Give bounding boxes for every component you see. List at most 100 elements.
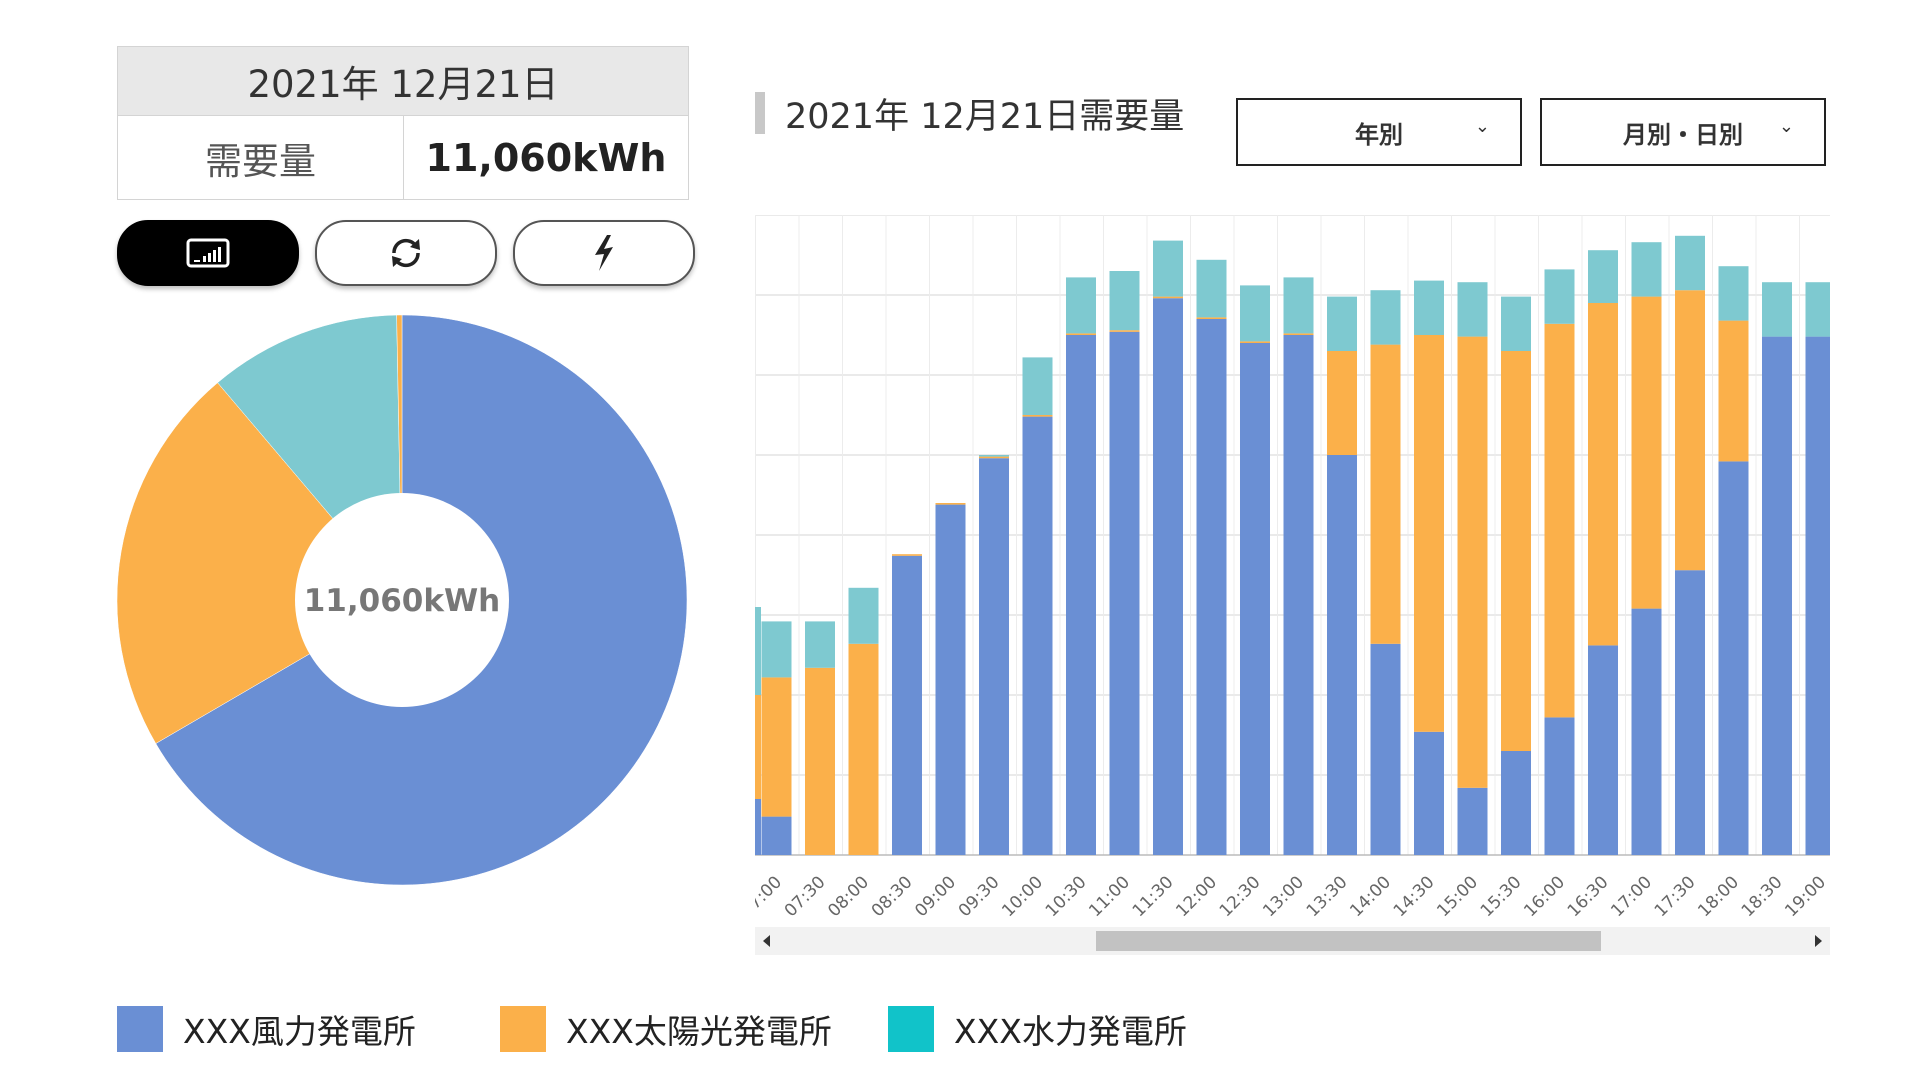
x-tick-label: 16:30 xyxy=(1564,872,1613,921)
x-tick-label: 16:00 xyxy=(1520,872,1569,921)
horizontal-scrollbar[interactable] xyxy=(755,927,1830,955)
refresh-mode-button[interactable] xyxy=(315,220,497,286)
bar-segment-solar-15:30 xyxy=(1501,351,1531,751)
bar-segment-wind-11:30 xyxy=(1153,298,1183,855)
bar-segment-solar-12:30 xyxy=(1240,341,1270,343)
chart-title: 2021年 12月21日需要量 xyxy=(755,92,1184,137)
scroll-left-icon[interactable] xyxy=(763,935,770,947)
legend-item-wind: XXX風力発電所 xyxy=(117,1005,416,1053)
bar-chart-mode-button[interactable] xyxy=(117,220,299,286)
bar-segment-wind-17:00 xyxy=(1631,608,1662,855)
x-tick-label: 10:30 xyxy=(1042,872,1091,921)
demand-label: 需要量 xyxy=(118,116,404,199)
bar-segment-solar-10:30 xyxy=(1066,333,1096,335)
x-tick-label: 11:30 xyxy=(1129,872,1178,921)
bar-segment-solar-14:00 xyxy=(1370,344,1401,644)
bar-segment-solar-09:00 xyxy=(935,503,966,505)
lightning-mode-button[interactable] xyxy=(513,220,695,286)
bar-segment-wind-10:30 xyxy=(1066,335,1096,855)
x-tick-label: 08:30 xyxy=(868,872,917,921)
bar-segment-solar-08:30 xyxy=(892,554,922,556)
chevron-down-icon: ⌄ xyxy=(1474,116,1490,137)
bar-segment-wind-10:00 xyxy=(1022,416,1053,855)
bar-segment-partial xyxy=(755,695,761,799)
x-tick-label: 15:30 xyxy=(1477,872,1526,921)
bar-segment-solar-13:00 xyxy=(1283,333,1314,335)
bar-segment-solar-08:00 xyxy=(848,643,879,855)
bar-segment-solar-16:00 xyxy=(1544,323,1575,718)
bar-segment-hydro-15:30 xyxy=(1501,296,1531,351)
bar-segment-solar-07:30 xyxy=(805,667,835,855)
bar-segment-hydro-07:30 xyxy=(805,621,835,668)
bar-segment-wind-16:00 xyxy=(1544,717,1575,855)
x-tick-label: 09:00 xyxy=(911,872,960,921)
bar-segment-wind-18:30 xyxy=(1762,336,1792,856)
x-tick-label: 14:30 xyxy=(1390,872,1439,921)
bar-segment-hydro-17:00 xyxy=(1631,242,1662,297)
bar-segment-hydro-18:30 xyxy=(1762,282,1792,337)
bar-segment-wind-18:00 xyxy=(1718,461,1749,855)
x-tick-label: 15:00 xyxy=(1433,872,1482,921)
scrollbar-thumb[interactable] xyxy=(1096,931,1601,951)
bar-segment-wind-19:00 xyxy=(1805,336,1836,856)
summary-date: 2021年 12月21日 xyxy=(118,47,688,116)
bar-segment-solar-17:00 xyxy=(1631,296,1662,609)
legend-label: XXX水力発電所 xyxy=(954,1012,1187,1051)
donut-svg: 11,060kWh xyxy=(116,314,688,886)
bar-segment-hydro-08:00 xyxy=(848,587,879,644)
month-day-dropdown[interactable]: 月別・日別 ⌄ xyxy=(1540,98,1826,166)
bar-segment-wind-08:30 xyxy=(892,555,922,855)
bar-segment-hydro-19:00 xyxy=(1805,282,1836,337)
x-tick-label: 10:00 xyxy=(998,872,1047,921)
bar-segment-wind-09:00 xyxy=(935,504,966,855)
donut-center-label: 11,060kWh xyxy=(304,583,501,619)
legend-item-hydro: XXX水力発電所 xyxy=(888,1005,1187,1053)
year-dropdown[interactable]: 年別 ⌄ xyxy=(1236,98,1522,166)
bar-segment-wind-12:30 xyxy=(1240,343,1270,855)
bar-segment-hydro-18:00 xyxy=(1718,266,1749,321)
stacked-bar-chart: 07:00 07:30 08:00 08:30 09:00 09:30 10:00 10:30… xyxy=(737,214,1836,955)
view-mode-buttons xyxy=(117,220,695,286)
refresh-icon xyxy=(392,238,420,268)
bar-segment-solar-10:00 xyxy=(1022,415,1053,417)
bar-segment-solar-12:00 xyxy=(1196,317,1227,319)
legend-swatch xyxy=(117,1006,163,1052)
bar-segment-wind-11:00 xyxy=(1109,331,1140,855)
legend-item-solar: XXX太陽光発電所 xyxy=(500,1005,832,1053)
x-tick-label: 18:30 xyxy=(1738,872,1787,921)
bar-segment-hydro-15:00 xyxy=(1457,282,1488,337)
bar-segment-hydro-16:30 xyxy=(1588,250,1618,303)
year-dropdown-label: 年別 xyxy=(1355,120,1403,149)
x-tick-label: 17:30 xyxy=(1651,872,1700,921)
x-tick-label: 07:30 xyxy=(781,872,830,921)
bar-segment-solar-15:00 xyxy=(1457,336,1488,788)
bar-segment-solar-18:00 xyxy=(1718,320,1749,462)
bar-segment-hydro-11:00 xyxy=(1109,271,1140,331)
donut-chart: 11,060kWh xyxy=(116,314,688,886)
bar-segment-solar-16:30 xyxy=(1588,303,1618,646)
bar-segment-wind-07:00 xyxy=(761,816,792,855)
x-tick-label: 12:30 xyxy=(1216,872,1265,921)
bar-segment-wind-14:30 xyxy=(1414,731,1444,855)
bar-segment-solar-09:30 xyxy=(979,456,1009,459)
donut-slice-1 xyxy=(116,382,403,744)
lightning-icon xyxy=(595,235,613,271)
bar-segment-wind-15:30 xyxy=(1501,751,1531,855)
bar-segment-hydro-12:00 xyxy=(1196,259,1227,318)
bar-segment-wind-09:30 xyxy=(979,458,1009,855)
bar-segment-partial xyxy=(755,607,761,695)
bar-segment-wind-13:30 xyxy=(1327,455,1357,855)
bar-segment-solar-13:30 xyxy=(1327,351,1357,455)
bar-segment-hydro-16:00 xyxy=(1544,269,1575,324)
bar-segment-hydro-12:30 xyxy=(1240,285,1270,342)
scroll-right-icon[interactable] xyxy=(1815,935,1822,947)
legend-label: XXX風力発電所 xyxy=(183,1012,416,1051)
bar-segment-hydro-13:30 xyxy=(1327,296,1357,351)
bar-segment-partial xyxy=(755,799,761,855)
bar-segment-solar-07:00 xyxy=(761,677,792,817)
bar-segment-hydro-09:30 xyxy=(979,455,1009,457)
x-tick-label: 09:30 xyxy=(955,872,1004,921)
bar-segment-hydro-11:30 xyxy=(1153,240,1183,297)
bar-segment-hydro-07:00 xyxy=(761,621,792,678)
bar-segment-hydro-13:00 xyxy=(1283,277,1314,334)
